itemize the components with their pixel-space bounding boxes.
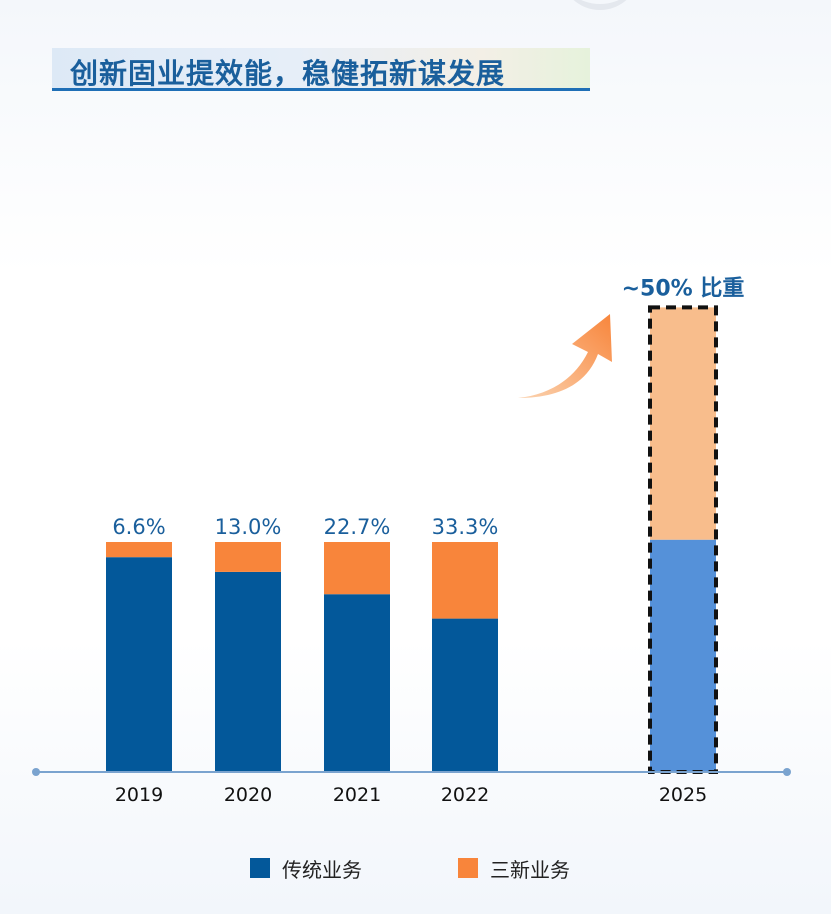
data-label-2019: 6.6%	[112, 515, 165, 539]
title-band	[52, 48, 590, 91]
x-axis-start-dot	[32, 768, 40, 776]
growth-arrow	[518, 314, 612, 398]
legend-label-new: 三新业务	[490, 857, 570, 882]
legend-item-traditional: 传统业务	[250, 856, 362, 882]
bar-new-2025	[650, 307, 716, 540]
data-label-2021: 22.7%	[324, 515, 391, 539]
x-tick-label-2025: 2025	[659, 784, 707, 806]
bar-traditional-2025	[650, 539, 716, 772]
target-label: ~50% 比重	[622, 276, 745, 301]
bar-new-2021	[324, 542, 390, 595]
x-tick-label-2022: 2022	[441, 784, 489, 806]
bar-traditional-2019	[106, 557, 172, 772]
data-label-2022: 33.3%	[432, 515, 499, 539]
bar-traditional-2021	[324, 594, 390, 772]
legend-label-traditional: 传统业务	[282, 857, 362, 882]
decorative-arc	[560, 0, 640, 10]
x-tick-label-2019: 2019	[115, 784, 163, 806]
x-tick-label-2021: 2021	[333, 784, 381, 806]
bar-traditional-2022	[432, 618, 498, 772]
legend-swatch-traditional	[250, 858, 270, 878]
bar-new-2022	[432, 542, 498, 619]
x-tick-label-2020: 2020	[224, 784, 272, 806]
legend-swatch-new	[458, 858, 478, 878]
legend-item-new: 三新业务	[458, 856, 570, 882]
data-label-2020: 13.0%	[215, 515, 282, 539]
bar-new-2019	[106, 542, 172, 558]
x-axis-end-dot	[783, 768, 791, 776]
page-title: 创新固业提效能，稳健拓新谋发展	[70, 57, 506, 90]
bar-traditional-2020	[215, 571, 281, 772]
bar-new-2020	[215, 542, 281, 572]
